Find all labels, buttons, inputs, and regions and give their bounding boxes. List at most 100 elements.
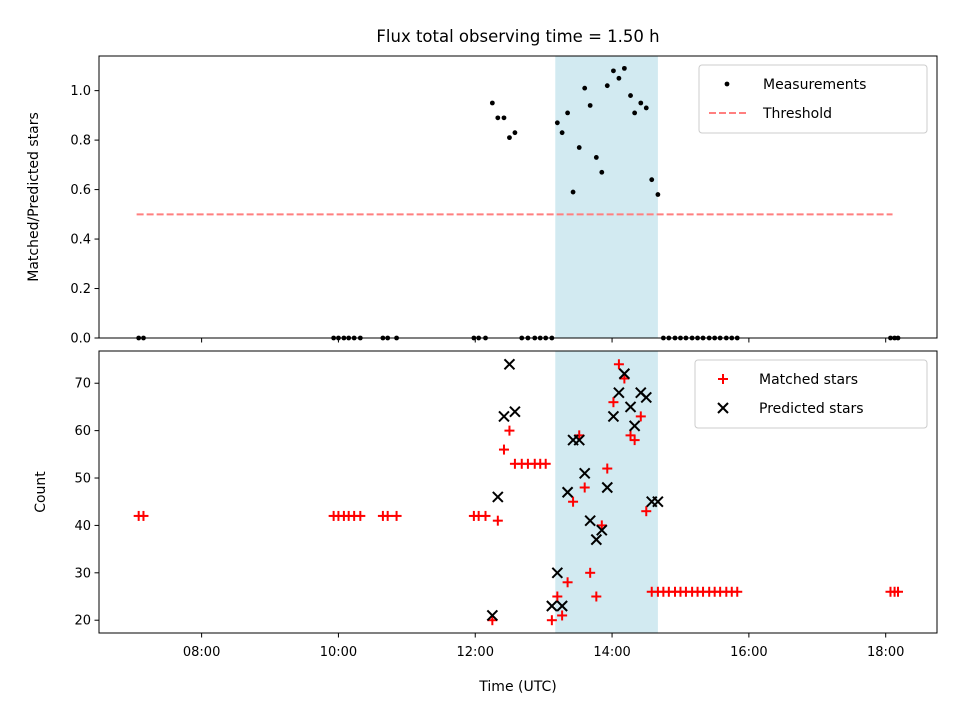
data-point — [596, 524, 608, 536]
y-tick-label: 0.2 — [70, 282, 91, 297]
legend-box — [698, 64, 928, 134]
data-point — [604, 83, 610, 89]
top-y-axis-label: Matched/Predicted stars — [26, 112, 42, 282]
data-point — [504, 425, 515, 436]
x-tick-label: 18:00 — [867, 645, 904, 660]
data-point — [621, 65, 627, 71]
data-point — [632, 110, 638, 116]
legend-label: Predicted stars — [759, 401, 864, 417]
data-point — [629, 435, 640, 446]
data-point — [638, 100, 644, 106]
data-point — [556, 600, 568, 612]
legend-marker — [718, 374, 728, 384]
legend-marker — [724, 81, 730, 87]
y-tick-label: 1.0 — [70, 84, 91, 99]
data-point — [492, 491, 504, 503]
data-point — [501, 115, 507, 121]
data-point — [391, 510, 402, 521]
data-point — [578, 467, 591, 479]
bottom-panel-counts: 20 30 40 50 60 70 08:00 10:00 12:00 14:00 16:00 18:… — [33, 350, 938, 660]
data-point — [554, 120, 560, 126]
data-point — [582, 85, 588, 91]
observing-window-span — [555, 56, 658, 338]
bottom-legend: Matched stars Predicted stars — [694, 359, 928, 429]
data-point — [498, 444, 509, 455]
data-point — [576, 145, 582, 150]
x-tick-label: 10:00 — [320, 645, 357, 660]
data-point — [509, 405, 521, 418]
data-point — [649, 177, 655, 183]
y-tick-label: 0.4 — [70, 233, 91, 248]
data-point — [584, 514, 596, 527]
data-point — [495, 115, 501, 121]
y-tick-label: 30 — [74, 566, 91, 581]
y-tick-label: 0.8 — [70, 134, 91, 149]
x-tick-label: 08:00 — [183, 645, 220, 660]
data-point — [486, 609, 499, 622]
legend-marker — [717, 402, 729, 414]
legend-box — [694, 359, 928, 429]
data-point — [382, 510, 393, 521]
x-axis-label: Time (UTC) — [478, 679, 556, 695]
data-point — [552, 591, 563, 602]
data-point — [593, 155, 599, 160]
data-point — [613, 387, 625, 399]
chart-title: Flux total observing time = 1.50 h — [376, 27, 659, 46]
data-point — [732, 586, 743, 597]
data-point — [607, 410, 620, 423]
y-tick-label: 70 — [74, 377, 91, 392]
data-point — [640, 391, 652, 404]
legend-label: Threshold — [762, 106, 832, 122]
data-point — [568, 496, 579, 507]
y-tick-label: 60 — [74, 424, 91, 439]
data-point — [562, 577, 573, 588]
data-point — [138, 510, 149, 521]
data-point — [602, 463, 613, 474]
x-tick-label: 16:00 — [730, 645, 767, 660]
data-point — [608, 397, 619, 408]
y-tick-label: 0.6 — [70, 183, 91, 198]
data-point — [507, 135, 512, 141]
top-panel-ratio: 0.0 0.2 0.4 0.6 0.8 1.0 Matched/Predicted star… — [26, 55, 938, 347]
data-point — [579, 482, 590, 493]
data-point — [590, 533, 603, 546]
data-point — [624, 401, 637, 413]
top-axes-frame — [98, 55, 938, 339]
bottom-y-axis-label: Count — [33, 471, 49, 513]
data-point — [489, 100, 495, 106]
legend-label: Measurements — [763, 77, 866, 93]
data-point — [587, 103, 593, 108]
data-point — [591, 591, 602, 602]
y-tick-label: 50 — [74, 472, 91, 487]
data-point — [641, 506, 652, 517]
data-point — [613, 359, 624, 370]
data-point — [616, 75, 622, 81]
data-point — [546, 615, 557, 626]
data-point — [557, 610, 568, 621]
data-point — [893, 586, 904, 597]
data-point — [559, 130, 565, 136]
data-point — [498, 410, 510, 423]
data-point — [628, 93, 633, 98]
data-point — [565, 110, 570, 116]
data-point — [480, 510, 491, 521]
data-point — [355, 510, 366, 521]
y-tick-label: 40 — [74, 519, 91, 534]
data-point — [628, 420, 641, 432]
series-matched-stars — [133, 359, 904, 626]
observing-window-span — [555, 351, 658, 633]
series-predicted-stars — [486, 358, 664, 622]
data-point — [652, 496, 664, 508]
data-point — [635, 411, 646, 422]
data-point — [540, 458, 551, 469]
y-tick-label: 20 — [74, 614, 91, 629]
data-point — [492, 515, 503, 526]
bottom-axes-frame — [98, 350, 938, 634]
data-point — [618, 368, 631, 380]
data-point — [643, 105, 649, 111]
data-point — [599, 169, 605, 175]
data-point — [570, 189, 576, 195]
data-point — [655, 192, 661, 197]
data-point — [546, 600, 558, 612]
